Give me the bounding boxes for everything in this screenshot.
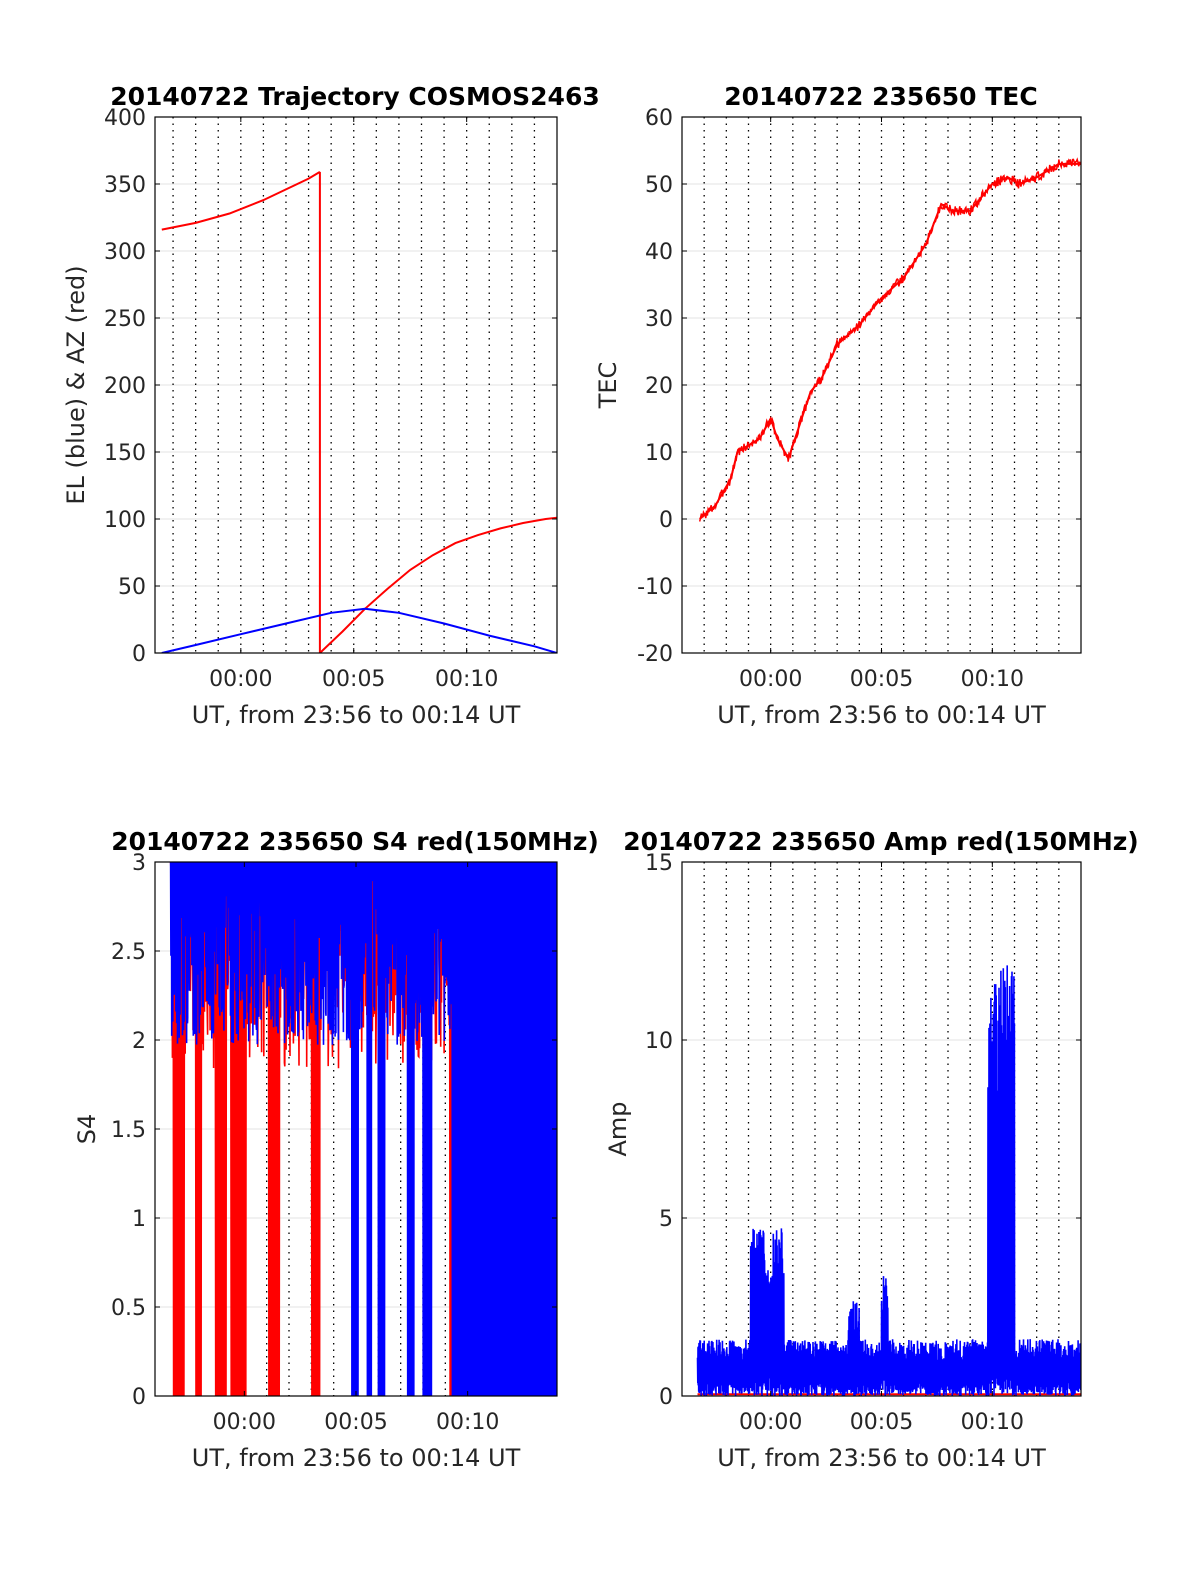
x-tick-label: 00:10	[961, 667, 1024, 692]
y-axis-label: Amp	[604, 1101, 632, 1156]
y-tick-label: 1	[132, 1207, 146, 1232]
y-tick-label: 350	[104, 173, 146, 198]
series-line-0	[319, 516, 557, 653]
x-tick-label: 00:05	[322, 667, 385, 692]
y-tick-label: 2.5	[111, 940, 146, 965]
y-tick-label: 30	[645, 307, 673, 332]
y-tick-label: -20	[637, 642, 673, 667]
series-noise-1	[696, 965, 1081, 1396]
y-tick-label: 60	[645, 106, 673, 131]
x-tick-label: 00:00	[739, 1410, 802, 1435]
panel-tec: -20 -10 0 10 20 30 40 50 60 00:00 00:05 00:10 UT, fr…	[594, 82, 1082, 729]
series-layer	[169, 862, 557, 1396]
chart-title: 20140722 235650 S4 red(150MHz)	[111, 827, 599, 856]
chart-title: 20140722 235650 TEC	[724, 82, 1037, 111]
y-tick-label: 0	[132, 1385, 146, 1410]
panel-trajectory: 0 50 100 150 200 250 300 350 400 00:00 00:05 00:10 U…	[62, 82, 600, 729]
y-tick-label: 50	[645, 173, 673, 198]
y-tick-label: 150	[104, 441, 146, 466]
chart-title: 20140722 235650 Amp red(150MHz)	[623, 827, 1139, 856]
x-tick-label: 00:05	[850, 1410, 913, 1435]
x-axis-label: UT, from 23:56 to 00:14 UT	[717, 701, 1046, 729]
series-line-0	[161, 171, 321, 231]
y-tick-label: -10	[637, 575, 673, 600]
tec-noise-line	[698, 157, 1081, 522]
y-tick-label: 3	[132, 851, 146, 876]
y-tick-label: 5	[659, 1207, 673, 1232]
series-layer	[161, 171, 557, 653]
y-tick-label: 50	[118, 575, 146, 600]
series-line-1	[161, 607, 557, 653]
series-layer	[698, 157, 1081, 522]
x-tick-label: 00:10	[435, 667, 498, 692]
y-tick-label: 20	[645, 374, 673, 399]
panel-amp: 0 5 10 15 00:00 00:05 00:10 UT, from 23:56 to 0…	[604, 827, 1139, 1472]
series-layer	[696, 965, 1081, 1396]
x-tick-label: 00:10	[961, 1410, 1024, 1435]
x-axis-label: UT, from 23:56 to 00:14 UT	[192, 1444, 521, 1472]
chart-title: 20140722 Trajectory COSMOS2463	[110, 82, 600, 111]
x-tick-label: 00:05	[850, 667, 913, 692]
x-tick-label: 00:05	[324, 1410, 387, 1435]
y-axis-label: TEC	[594, 362, 622, 410]
x-axis-label: UT, from 23:56 to 00:14 UT	[717, 1444, 1046, 1472]
y-tick-label: 400	[104, 106, 146, 131]
y-tick-label: 15	[645, 851, 673, 876]
y-tick-label: 2	[132, 1029, 146, 1054]
y-tick-label: 0	[659, 1385, 673, 1410]
y-tick-label: 40	[645, 240, 673, 265]
x-axis-label: UT, from 23:56 to 00:14 UT	[192, 701, 521, 729]
y-axis-label: S4	[73, 1114, 101, 1145]
x-tick-label: 00:10	[436, 1410, 499, 1435]
y-tick-label: 1.5	[111, 1118, 146, 1143]
x-tick-label: 00:00	[209, 667, 272, 692]
y-tick-label: 300	[104, 240, 146, 265]
series-noise-1	[169, 862, 557, 1396]
x-tick-label: 00:00	[213, 1410, 276, 1435]
y-tick-label: 250	[104, 307, 146, 332]
y-tick-label: 10	[645, 441, 673, 466]
y-tick-label: 10	[645, 1029, 673, 1054]
y-tick-label: 0	[132, 642, 146, 667]
y-axis-label: EL (blue) & AZ (red)	[62, 265, 90, 504]
x-tick-label: 00:00	[739, 667, 802, 692]
y-tick-label: 100	[104, 508, 146, 533]
panel-s4: 0 0.5 1 1.5 2 2.5 3 00:00 00:05 00:10 UT, from 23:…	[73, 827, 599, 1472]
y-tick-label: 200	[104, 374, 146, 399]
y-tick-label: 0.5	[111, 1296, 146, 1321]
y-tick-label: 0	[659, 508, 673, 533]
